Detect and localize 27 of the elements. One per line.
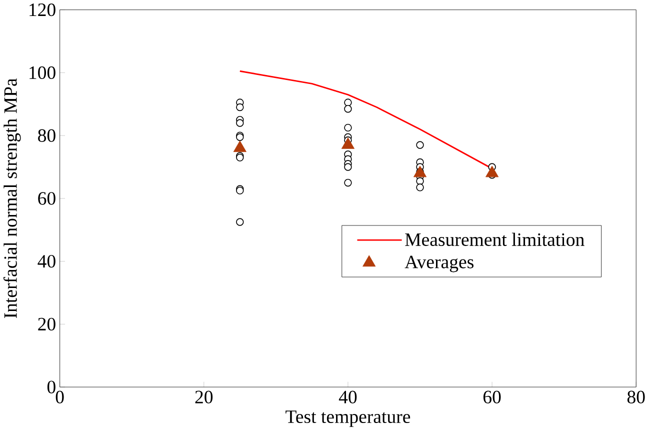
- point: [416, 177, 424, 185]
- point: [416, 140, 424, 149]
- y-tick-label: 80: [38, 129, 56, 142]
- x-tick-label: 0: [56, 390, 64, 404]
- point: [344, 162, 352, 171]
- point: [236, 103, 244, 111]
- point: [236, 218, 244, 226]
- x-tick-label: 80: [627, 390, 645, 404]
- point: [344, 98, 352, 106]
- legend-label: Averages: [404, 256, 474, 272]
- x-tick-label: 20: [195, 390, 213, 404]
- y-tick-label: 40: [38, 254, 56, 268]
- y-tick-label: 0: [47, 380, 56, 394]
- point: [344, 104, 352, 113]
- point: [236, 118, 244, 127]
- x-tick-label: 40: [338, 390, 357, 404]
- x-axis-title: Test temperature: [286, 410, 410, 427]
- point: [344, 178, 352, 186]
- point: [344, 124, 352, 132]
- y-tick-label: 20: [38, 318, 56, 330]
- x-tick-label: 60: [483, 390, 501, 404]
- y-tick-label: 120: [30, 3, 56, 16]
- y-tick-label: 100: [30, 66, 56, 79]
- y-axis-title: Interfacial normal strength MPa: [3, 78, 21, 318]
- point: [416, 183, 424, 192]
- y-tick-label: 60: [38, 192, 56, 205]
- legend-label: Measurement limitation: [405, 232, 584, 246]
